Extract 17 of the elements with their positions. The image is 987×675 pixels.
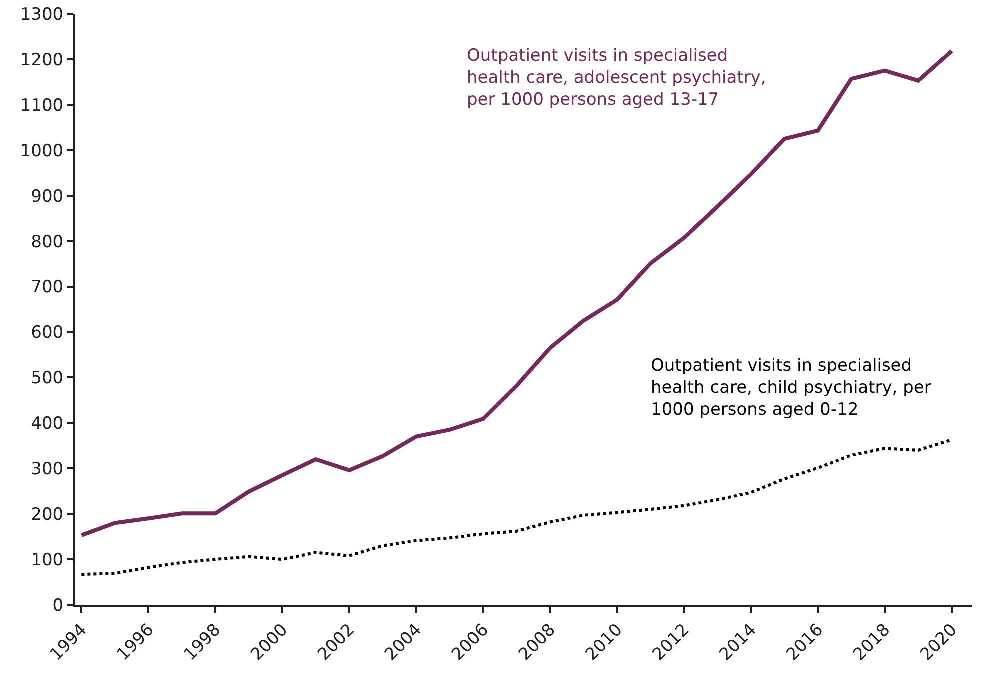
y-tick-label: 600 xyxy=(31,323,64,344)
y-tick-label: 900 xyxy=(31,186,64,207)
y-tick-label: 100 xyxy=(31,550,64,570)
y-tick-label: 400 xyxy=(31,414,64,434)
y-tick-label: 500 xyxy=(31,368,64,389)
y-tick-label: 300 xyxy=(31,460,64,480)
y-tick-label: 200 xyxy=(31,505,64,526)
text: Outpatient visits in specialised health care, adolescent psychiatry, per 1000 persons aged 13-17 xyxy=(467,46,766,110)
y-tick-label: 1300 xyxy=(20,4,64,25)
y-tick-label: 800 xyxy=(31,232,64,252)
y-tick-label: 0 xyxy=(52,596,64,616)
y-tick-label: 1000 xyxy=(20,141,64,162)
y-tick-label: 700 xyxy=(31,278,64,298)
y-tick-label: 1100 xyxy=(20,96,64,116)
line-series xyxy=(80,49,954,538)
y-tick-label: 1200 xyxy=(20,50,64,70)
series-label: Outpatient visits in specialised health care, child psychiatry, per 1000 persons aged 0-12 xyxy=(651,356,932,420)
